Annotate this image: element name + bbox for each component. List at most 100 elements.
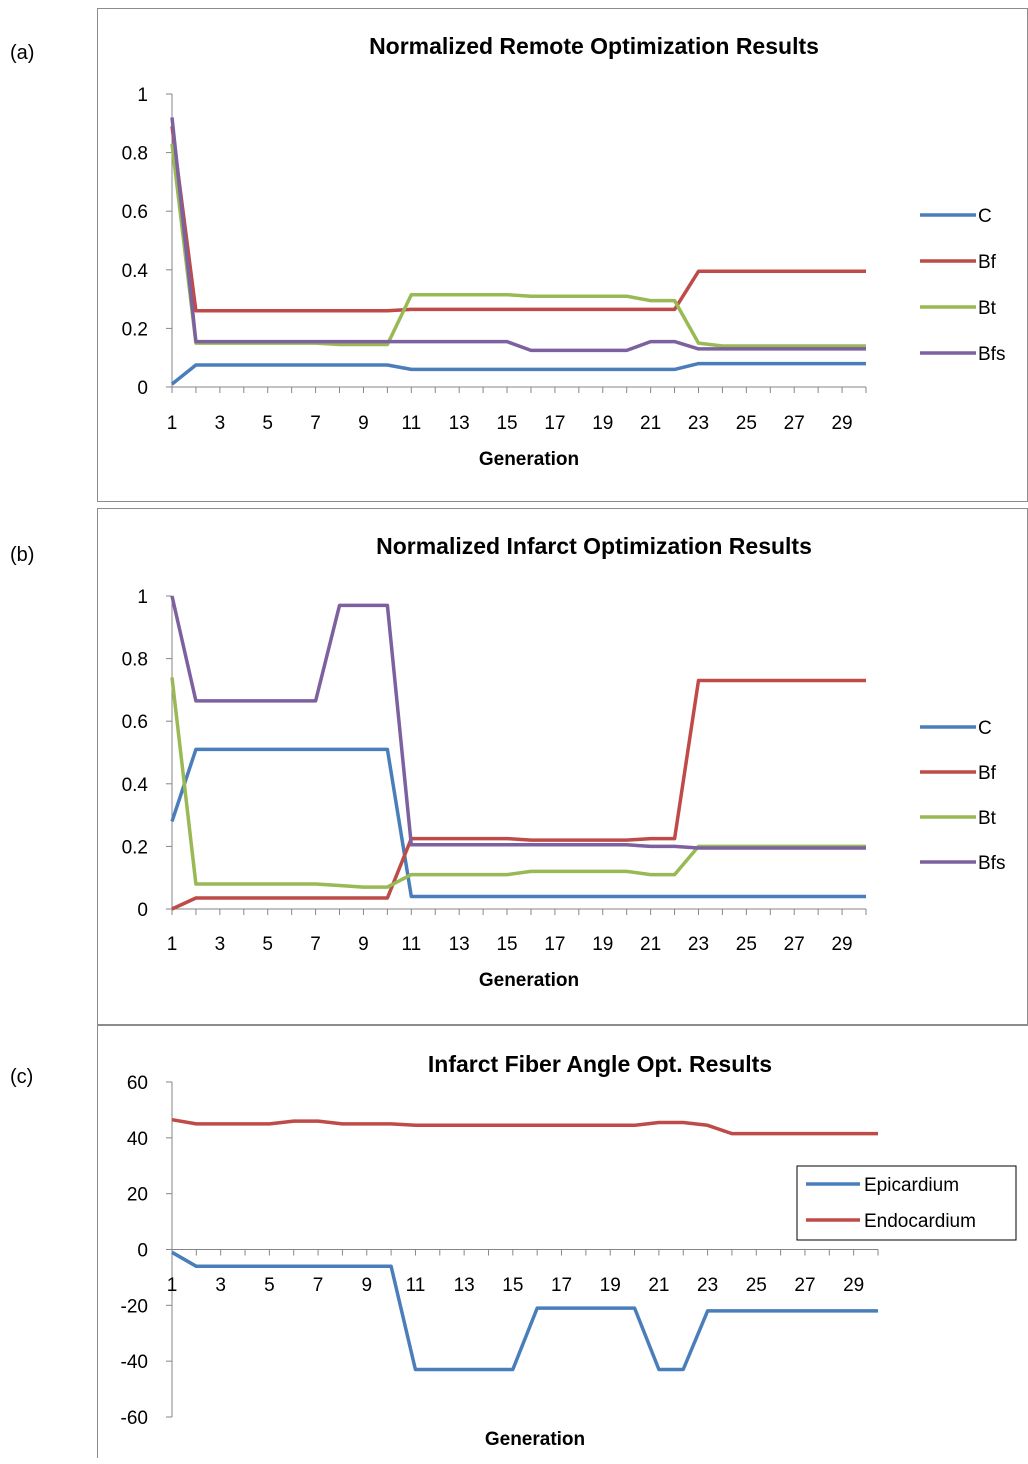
y-tick-label: -40: [121, 1352, 148, 1373]
chart-title: Normalized Infarct Optimization Results: [376, 533, 812, 559]
legend-label-bf: Bf: [978, 763, 997, 784]
legend-label-epicardium: Epicardium: [864, 1175, 959, 1196]
y-tick-label: 0.2: [122, 837, 148, 858]
legend-label-c: C: [978, 718, 992, 739]
x-tick-label: 19: [592, 413, 613, 434]
x-axis-title: Generation: [479, 970, 579, 991]
x-tick-label: 27: [784, 934, 805, 955]
x-tick-label: 25: [736, 413, 757, 434]
y-tick-label: -60: [121, 1408, 148, 1429]
legend-box: [796, 1165, 1017, 1241]
legend-label-bf: Bf: [978, 252, 997, 273]
x-tick-label: 23: [688, 413, 709, 434]
y-tick-label: 0: [137, 900, 148, 921]
x-tick-label: 13: [449, 934, 470, 955]
x-tick-label: 15: [502, 1275, 523, 1296]
x-tick-label: 5: [262, 413, 273, 434]
legend-label-bfs: Bfs: [978, 853, 1005, 874]
x-tick-label: 7: [310, 413, 321, 434]
y-tick-label: 1: [137, 587, 148, 608]
panel-label-a: (a): [10, 42, 35, 64]
x-tick-label: 9: [358, 413, 369, 434]
x-tick-label: 9: [358, 934, 369, 955]
y-tick-label: -20: [121, 1296, 148, 1317]
x-tick-label: 29: [843, 1275, 864, 1296]
x-tick-label: 5: [262, 934, 273, 955]
y-tick-label: 20: [127, 1185, 148, 1206]
chart-fiber-angle: Infarct Fiber Angle Opt. Results -60 -40 -2…: [121, 1051, 1017, 1450]
x-tick-label: 23: [688, 934, 709, 955]
series-line-endocardium: [171, 1117, 878, 1136]
x-tick-label: 19: [592, 934, 613, 955]
x-tick-label: 3: [215, 934, 226, 955]
series-line-epicardium: [171, 1250, 878, 1372]
y-tick-label: 40: [127, 1129, 148, 1150]
x-tick-label: 3: [215, 1275, 226, 1296]
x-tick-label: 19: [600, 1275, 621, 1296]
y-tick-label: 0.8: [122, 144, 148, 165]
chart-infarct: Normalized Infarct Optimization Results 0…: [122, 533, 1006, 991]
y-tick-label: 0.8: [122, 650, 148, 671]
chart-remote: Normalized Remote Optimization Results 0 0…: [122, 33, 1006, 470]
x-tick-label: 13: [449, 413, 470, 434]
x-tick-label: 25: [736, 934, 757, 955]
x-tick-label: 5: [264, 1275, 275, 1296]
legend-label-c: C: [978, 206, 992, 227]
series-line-bf: [171, 678, 866, 911]
series-line-bt: [170, 143, 866, 348]
y-tick-label: 0.6: [122, 712, 148, 733]
x-tick-label: 17: [544, 413, 565, 434]
x-tick-label: 9: [361, 1275, 372, 1296]
x-tick-label: 21: [648, 1275, 669, 1296]
series-line-c: [170, 747, 866, 899]
x-tick-label: 15: [496, 934, 517, 955]
x-tick-label: 25: [746, 1275, 767, 1296]
x-tick-label: 1: [167, 934, 178, 955]
series-line-bf: [170, 125, 866, 313]
x-tick-label: 11: [401, 413, 421, 434]
y-tick-label: 0: [137, 378, 148, 399]
legend-label-endocardium: Endocardium: [864, 1211, 976, 1232]
x-tick-label: 29: [831, 413, 852, 434]
x-tick-label: 29: [831, 934, 852, 955]
y-tick-label: 0.4: [122, 261, 149, 282]
series-line-bfs: [170, 595, 866, 850]
legend-label-bfs: Bfs: [978, 344, 1005, 365]
x-tick-label: 7: [310, 934, 321, 955]
chart-title: Infarct Fiber Angle Opt. Results: [428, 1051, 772, 1077]
x-tick-label: 3: [215, 413, 226, 434]
y-tick-label: 0.2: [122, 319, 148, 340]
chart-title: Normalized Remote Optimization Results: [369, 33, 819, 59]
x-tick-label: 11: [406, 1275, 426, 1296]
x-tick-label: 27: [784, 413, 805, 434]
y-tick-label: 0.4: [122, 775, 149, 796]
x-tick-label: 17: [551, 1275, 572, 1296]
y-tick-label: 0: [137, 1241, 148, 1262]
x-tick-label: 17: [544, 934, 565, 955]
y-tick-label: 1: [137, 85, 148, 106]
x-tick-label: 1: [167, 413, 178, 434]
x-tick-label: 21: [640, 934, 661, 955]
y-tick-label: 60: [127, 1073, 148, 1094]
series-line-bt: [170, 677, 866, 889]
series-line-bfs: [170, 117, 866, 353]
x-tick-label: 13: [454, 1275, 475, 1296]
series-line-c: [170, 361, 866, 386]
x-tick-label: 15: [496, 413, 517, 434]
chart-frame-infarct: Normalized Infarct Optimization Results 0…: [97, 508, 1028, 1025]
x-tick-label: 23: [697, 1275, 718, 1296]
panel-label-b: (b): [10, 544, 35, 566]
x-tick-label: 1: [167, 1275, 178, 1296]
panel-label-c: (c): [10, 1066, 34, 1088]
legend-label-bt: Bt: [978, 298, 997, 319]
x-axis-title: Generation: [479, 449, 579, 470]
x-axis-title: Generation: [485, 1429, 585, 1450]
chart-frame-fiber-angle: Infarct Fiber Angle Opt. Results -60 -40 -2…: [97, 1025, 1028, 1458]
x-tick-label: 11: [401, 934, 421, 955]
chart-frame-remote: Normalized Remote Optimization Results 0 0…: [97, 8, 1028, 502]
x-tick-label: 27: [794, 1275, 815, 1296]
legend-label-bt: Bt: [978, 808, 997, 829]
y-tick-label: 0.6: [122, 202, 148, 223]
x-tick-label: 7: [313, 1275, 324, 1296]
x-tick-label: 21: [640, 413, 661, 434]
